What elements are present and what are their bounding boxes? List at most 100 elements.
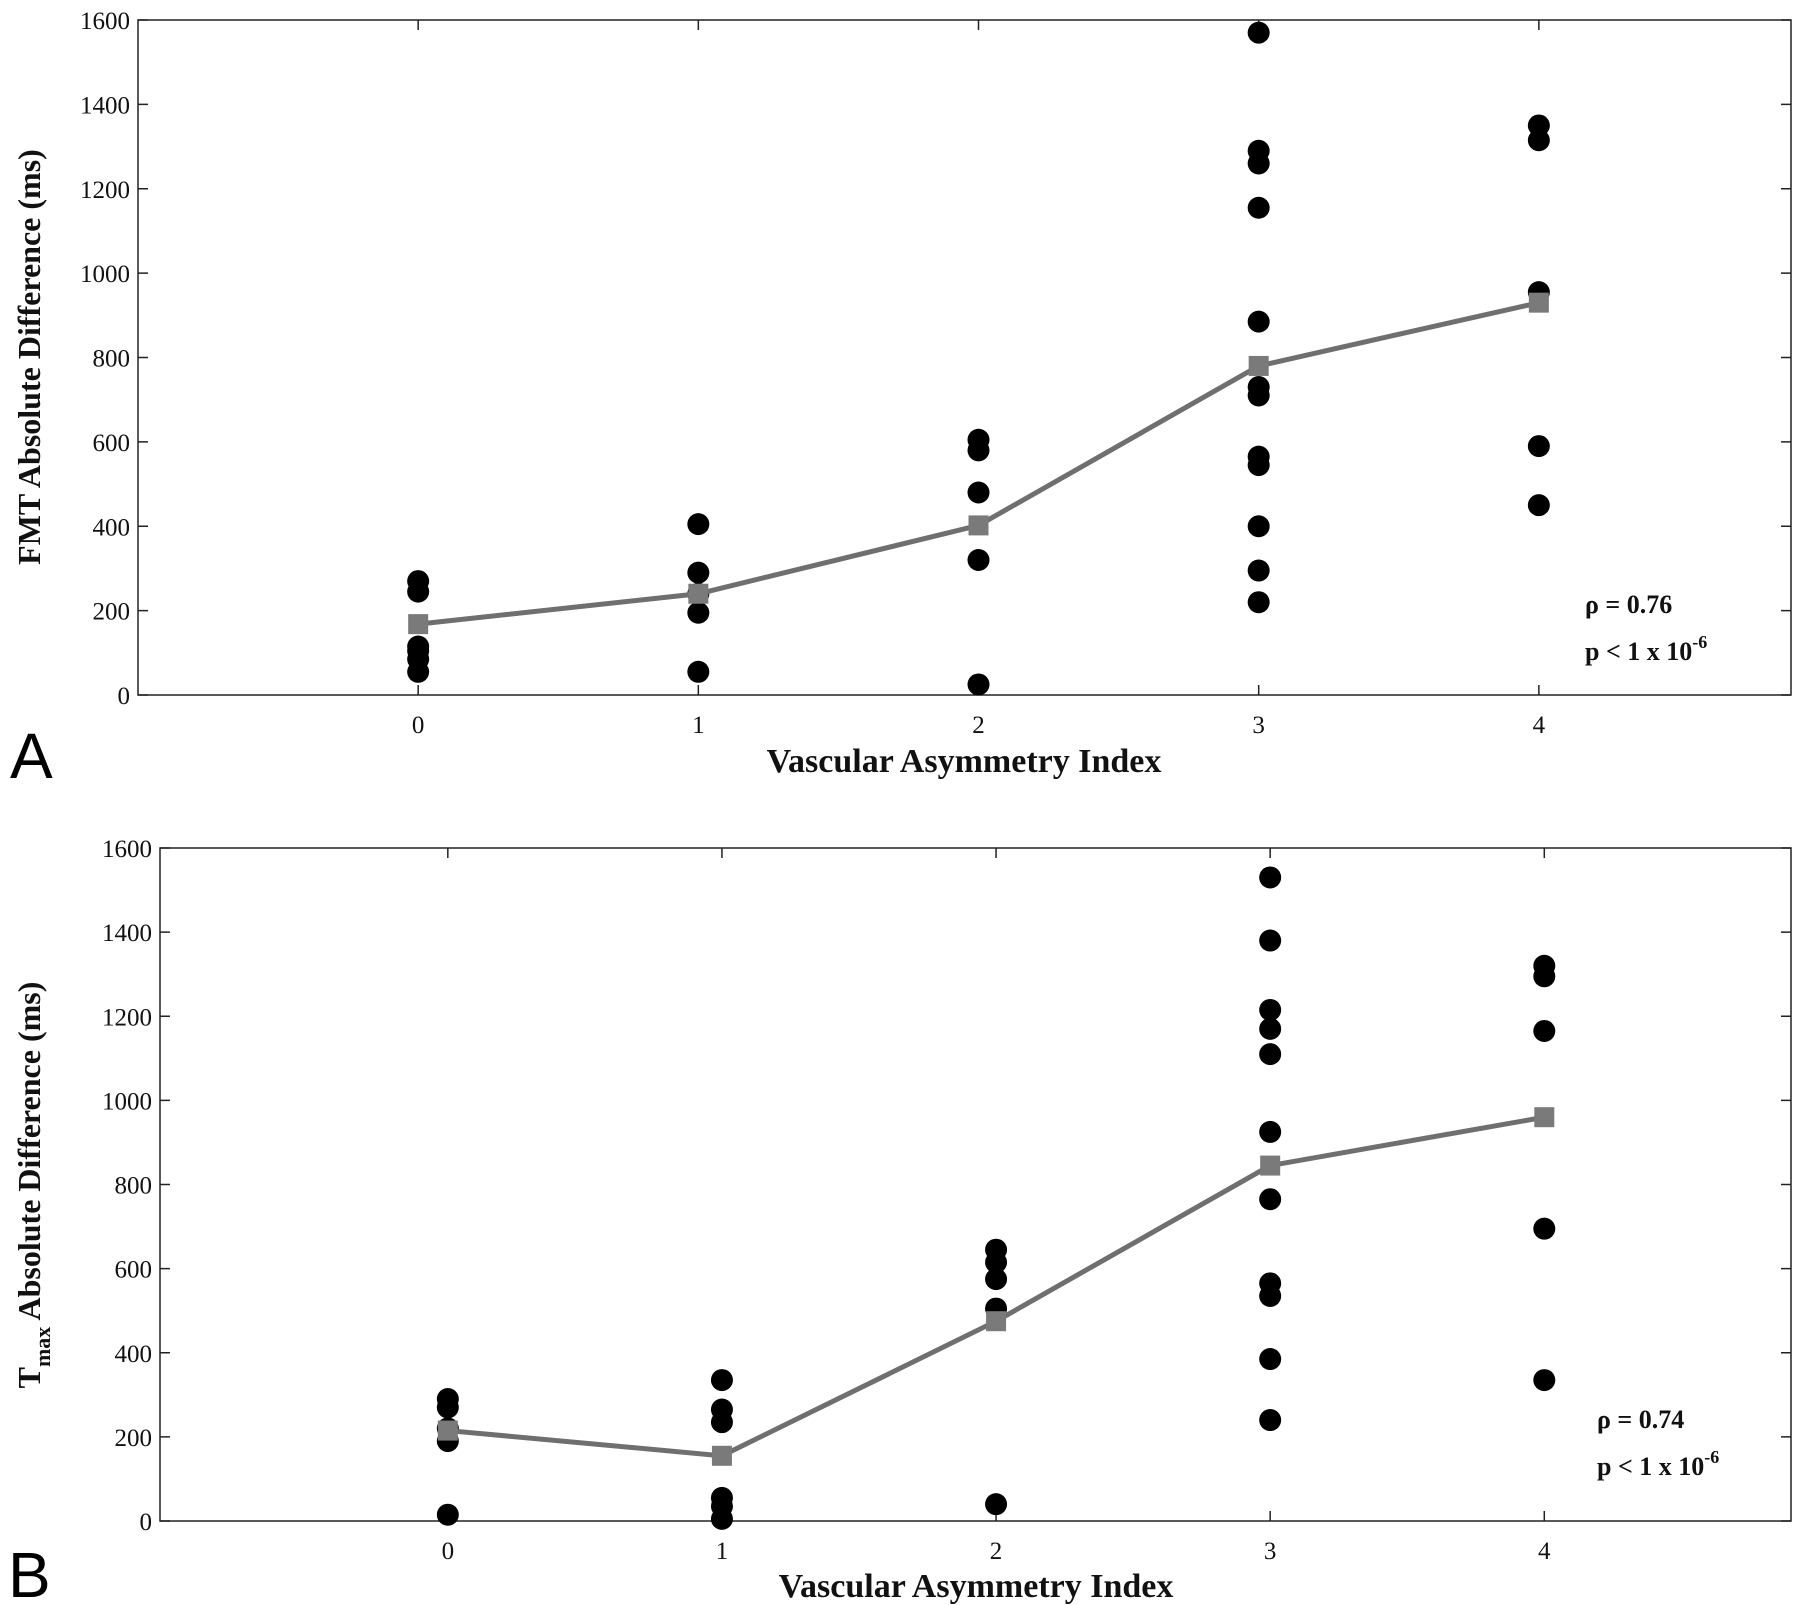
data-point (687, 601, 710, 624)
data-point (1527, 435, 1550, 458)
y-tick-label: 200 (115, 1425, 153, 1452)
panel-b-x-axis-label: Vascular Asymmetry Index (779, 1568, 1174, 1605)
data-point (1527, 114, 1550, 137)
panel-b-points (436, 866, 1556, 1530)
y-tick-label: 400 (115, 1341, 153, 1368)
data-point (687, 660, 710, 683)
data-point (1259, 1017, 1282, 1040)
mean-marker (1260, 1155, 1281, 1176)
y-tick-label: 800 (93, 346, 131, 373)
y-tick-label: 400 (93, 514, 131, 541)
mean-marker (1534, 1107, 1555, 1128)
data-point (1247, 376, 1270, 399)
x-tick-label: 1 (692, 712, 705, 739)
data-point (687, 513, 710, 536)
panel-b-rho: ρ = 0.74 (1597, 1405, 1684, 1434)
data-point (1247, 196, 1270, 219)
data-point (1527, 494, 1550, 517)
mean-marker (711, 1445, 732, 1466)
data-point (1259, 1043, 1282, 1066)
data-point (1259, 1409, 1282, 1432)
data-point (407, 635, 430, 658)
data-point (1247, 445, 1270, 468)
data-point (1247, 515, 1270, 538)
data-point (1259, 1120, 1282, 1143)
data-point (1259, 998, 1282, 1021)
panel-a-letter: A (10, 720, 53, 792)
panel-a-points (407, 21, 1550, 696)
mean-marker (1528, 292, 1549, 313)
panel-b: 0 200 400 600 800 1000 1200 1400 1600 0 1 2 3 4 Tmax… (8, 836, 1792, 1605)
data-point (1259, 1348, 1282, 1371)
y-tick-label: 0 (140, 1509, 153, 1536)
x-tick-label: 0 (442, 1538, 455, 1565)
data-point (1533, 954, 1556, 977)
mean-marker (408, 614, 429, 635)
mean-line (417, 300, 1540, 627)
data-point (1259, 1272, 1282, 1295)
data-point (710, 1398, 733, 1421)
panel-b-letter: B (8, 1539, 51, 1605)
y-tick-label: 1200 (102, 1004, 152, 1031)
x-tick-label: 0 (412, 712, 425, 739)
y-tick-label: 1600 (102, 836, 152, 863)
panel-b-axes-box (159, 847, 1792, 1522)
mean-marker (1248, 355, 1269, 376)
data-point (985, 1268, 1008, 1291)
panel-b-y-axis-subscript: max (30, 1327, 55, 1367)
data-point (967, 481, 990, 504)
data-point (436, 1388, 459, 1411)
y-tick-label: 1000 (102, 1088, 152, 1115)
data-point (1533, 1217, 1556, 1240)
panel-a-x-ticks: 0 1 2 3 4 (412, 20, 1546, 739)
data-point (1259, 1188, 1282, 1211)
data-point (1533, 1369, 1556, 1392)
y-tick-label: 600 (93, 430, 131, 457)
y-tick-label: 1600 (80, 8, 130, 35)
panel-a-pvalue: p < 1 x 10-6 (1585, 632, 1707, 666)
y-tick-label: 1000 (80, 261, 130, 288)
data-point (1247, 559, 1270, 582)
panel-b-pvalue-exponent: -6 (1704, 1447, 1719, 1467)
y-tick-label: 1200 (80, 177, 130, 204)
data-point (407, 570, 430, 593)
panel-b-y-ticks: 0 200 400 600 800 1000 1200 1400 1600 (102, 836, 1791, 1536)
data-point (436, 1503, 459, 1526)
y-tick-label: 1400 (80, 92, 130, 119)
data-point (1247, 591, 1270, 614)
panel-a-pvalue-exponent: -6 (1692, 632, 1707, 652)
data-point (1259, 866, 1282, 889)
panel-a-y-axis-label: FMT Absolute Difference (ms) (11, 149, 47, 565)
data-point (1247, 21, 1270, 44)
panel-b-pvalue: p < 1 x 10-6 (1597, 1447, 1719, 1481)
x-tick-label: 4 (1533, 712, 1546, 739)
panel-b-x-ticks: 0 1 2 3 4 (442, 848, 1551, 1565)
y-tick-label: 0 (118, 683, 131, 710)
data-point (967, 673, 990, 696)
x-tick-label: 3 (1264, 1538, 1277, 1565)
x-tick-label: 3 (1252, 712, 1265, 739)
y-tick-label: 800 (115, 1173, 153, 1200)
x-tick-label: 2 (990, 1538, 1003, 1565)
panel-a-y-ticks: 0 200 400 600 800 1000 1200 1400 1600 (80, 8, 1791, 710)
data-point (967, 428, 990, 451)
panel-a-x-axis-label: Vascular Asymmetry Index (767, 743, 1162, 780)
x-tick-label: 2 (972, 712, 985, 739)
data-point (710, 1486, 733, 1509)
y-tick-label: 200 (93, 599, 131, 626)
data-point (1247, 139, 1270, 162)
data-point (985, 1493, 1008, 1516)
x-tick-label: 4 (1538, 1538, 1551, 1565)
data-point (687, 561, 710, 584)
data-point (985, 1238, 1008, 1261)
panel-a-rho: ρ = 0.76 (1585, 590, 1672, 619)
panel-b-mean-series (437, 1107, 1555, 1466)
data-point (1247, 310, 1270, 333)
mean-marker (986, 1311, 1007, 1332)
panel-a-mean-series (408, 292, 1549, 635)
data-point (967, 549, 990, 571)
data-point (710, 1369, 733, 1392)
data-point (1259, 929, 1282, 952)
panel-a: 0 200 400 600 800 1000 1200 1400 1600 0 1 2 3 4 FMT … (10, 8, 1792, 792)
